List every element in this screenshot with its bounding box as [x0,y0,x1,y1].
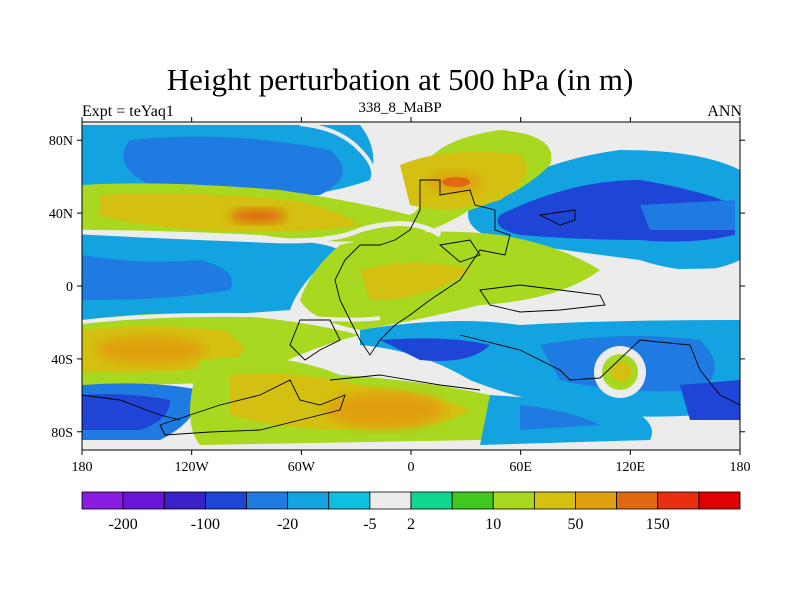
plot-title: Height perturbation at 500 hPa (in m) [166,62,634,97]
colorbar-label: -200 [108,516,137,533]
colorbar-label: 10 [485,516,501,533]
colorbar-label: -100 [191,516,220,533]
lon-tick-label: 60W [288,460,316,475]
season-label: ANN [707,103,742,120]
lat-tick-label: 80N [49,134,73,149]
colorbar-label: -5 [363,516,376,533]
colorbar-swatch [328,491,371,510]
lon-tick-label: 120E [616,460,646,475]
lat-tick-label: 40N [49,207,73,222]
colorbar-swatch [204,491,247,510]
colorbar-swatch [657,491,700,510]
colorbar-swatch [246,491,289,510]
colorbar-swatch [451,491,494,510]
lon-tick-label: 180 [730,460,751,475]
colorbar-label: 50 [568,516,584,533]
coastline [82,179,740,436]
period-label: 338_8_MaBP [358,100,442,116]
colorbar-swatch [81,491,124,510]
contour-field [82,122,740,450]
colorbar-swatch [698,491,741,510]
colorbar-swatch [616,491,659,510]
colorbar-swatch [575,491,618,510]
colorbar-swatch [369,491,412,510]
experiment-label: Expt = teYaq1 [82,103,174,120]
lat-tick-label: 80S [51,426,73,441]
colorbar-label: 150 [646,516,670,533]
lon-tick-label: 120W [175,460,210,475]
colorbar-swatch [492,491,535,510]
lat-tick-label: 0 [66,280,73,295]
latitude-axis: 80N 40N 0 40S 80S [49,134,745,441]
lon-tick-label: 0 [408,460,415,475]
colorbar-swatch [410,491,453,510]
colorbar-swatch [287,491,330,510]
colorbar: -200 -100 -20 -5 2 10 50 150 [81,491,741,533]
colorbar-label: -20 [277,516,298,533]
lat-tick-label: 40S [51,353,73,368]
lon-tick-label: 180 [72,460,93,475]
colorbar-swatch [163,491,206,510]
colorbar-swatch [533,491,576,510]
colorbar-swatch [122,491,165,510]
longitude-axis: 180 120W 60W 0 60E 120E 180 [72,117,751,475]
colorbar-label: 2 [407,516,415,533]
lon-tick-label: 60E [509,460,532,475]
